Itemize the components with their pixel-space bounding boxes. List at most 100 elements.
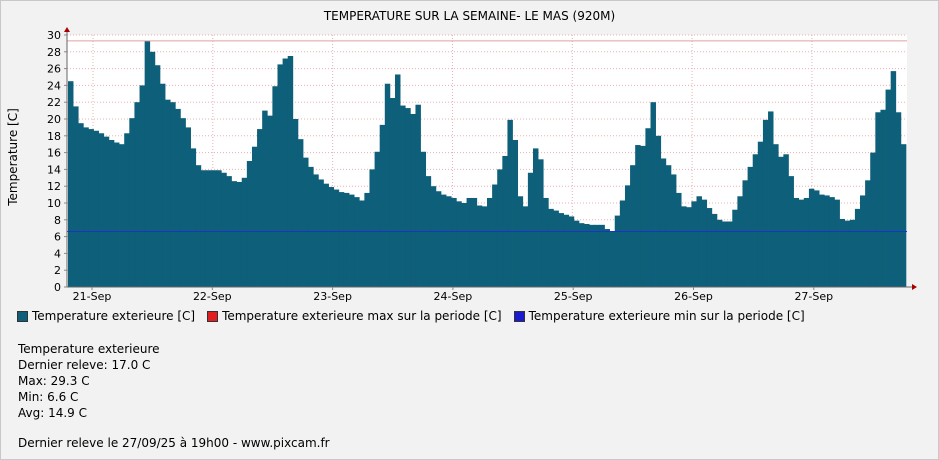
temperature-bar	[860, 195, 866, 287]
temperature-bar	[819, 194, 825, 287]
y-tick-label: 18	[47, 130, 61, 143]
temperature-bar	[221, 172, 227, 287]
temperature-bar	[251, 146, 258, 287]
temperature-bar	[727, 221, 733, 287]
temperature-bar	[798, 199, 805, 287]
temperature-bar	[502, 155, 508, 287]
temperature-bar	[497, 169, 503, 287]
temperature-bar	[803, 197, 810, 287]
temperature-bar	[241, 177, 248, 287]
temperature-bar	[517, 196, 524, 287]
temperature-bar	[113, 142, 120, 287]
y-tick-label: 16	[47, 147, 61, 160]
temperature-bar	[752, 154, 759, 287]
x-axis-arrow	[912, 284, 917, 290]
temperature-bar	[701, 199, 708, 287]
temperature-bar	[384, 83, 391, 287]
stats-heading: Temperature exterieure	[18, 342, 160, 356]
temperature-bar	[722, 221, 728, 287]
temperature-bar	[98, 133, 105, 287]
y-tick-label: 4	[54, 247, 61, 260]
y-tick-label: 26	[47, 63, 61, 76]
temperature-bar	[190, 148, 197, 287]
temperature-bar	[328, 187, 335, 287]
temperature-bar	[522, 206, 529, 287]
stats-min: Min: 6.6 C	[18, 390, 79, 404]
temperature-bar	[83, 127, 89, 288]
temperature-bar	[119, 144, 125, 287]
temperature-bar	[318, 179, 324, 287]
temperature-bar	[369, 169, 375, 287]
temperature-bar	[732, 209, 738, 287]
temperature-bar	[839, 218, 846, 287]
stats-last: Dernier releve: 17.0 C	[18, 358, 151, 372]
y-tick-label: 10	[47, 197, 61, 210]
temperature-bar	[277, 64, 283, 288]
temperature-bar	[338, 192, 345, 287]
temperature-bar	[507, 119, 513, 287]
temperature-bar	[665, 165, 672, 287]
y-tick-label: 20	[47, 113, 61, 126]
temperature-bar	[553, 210, 559, 287]
y-tick-label: 30	[47, 29, 61, 42]
temperature-bar	[492, 184, 498, 287]
temperature-bar	[343, 192, 350, 287]
temperature-bar	[451, 197, 457, 287]
temperature-bar	[323, 183, 329, 287]
temperature-bar	[134, 102, 140, 287]
temperature-bar	[303, 157, 309, 287]
temperature-bar	[645, 128, 651, 287]
x-tick-label: 27-Sep	[794, 290, 833, 303]
y-tick-label: 14	[47, 163, 61, 176]
temperature-bar	[686, 207, 692, 287]
temperature-bar	[405, 108, 411, 287]
stats-panel: Temperature exterieure Dernier releve: 1…	[18, 341, 160, 421]
temperature-bar	[205, 170, 212, 287]
temperature-bar	[563, 214, 570, 287]
legend-label-temperature: Temperature exterieure [C]	[32, 309, 196, 323]
temperature-bar	[78, 123, 84, 287]
temperature-bar	[481, 206, 488, 287]
temperature-bar	[124, 133, 130, 287]
legend-swatch-max	[207, 310, 219, 322]
temperature-bar	[573, 220, 580, 287]
chart-title: TEMPERATURE SUR LA SEMAINE- LE MAS (920M…	[323, 9, 616, 23]
legend-item-max: Temperature exterieure max sur la period…	[207, 309, 502, 323]
temperature-bar	[149, 51, 156, 287]
temperature-bar	[420, 151, 427, 287]
temperature-bar	[589, 224, 595, 287]
temperature-bar	[900, 144, 907, 287]
temperature-bar	[808, 188, 815, 287]
temperature-bar	[604, 229, 610, 287]
temperature-bar	[681, 206, 687, 287]
temperature-bar	[875, 112, 881, 287]
temperature-bar	[640, 145, 646, 287]
temperature-bar	[778, 156, 784, 287]
temperature-bar	[441, 194, 447, 287]
temperature-bar	[103, 136, 110, 287]
temperature-bar	[200, 170, 207, 287]
legend-label-min: Temperature exterieure min sur la period…	[528, 309, 805, 323]
temperature-bar	[262, 110, 268, 287]
temperature-bar	[364, 192, 370, 287]
temperature-bar	[154, 65, 161, 288]
temperature-bar	[660, 158, 667, 287]
legend-item-temperature: Temperature exterieure [C]	[17, 309, 195, 323]
temperature-bar	[527, 172, 534, 287]
temperature-bar	[292, 119, 299, 287]
temperature-bar	[359, 200, 365, 287]
legend-label-max: Temperature exterieure max sur la period…	[222, 309, 502, 323]
temperature-bar	[185, 127, 191, 288]
temperature-bar	[236, 182, 243, 287]
temperature-bar	[487, 197, 493, 287]
temperature-bar	[389, 98, 396, 287]
temperature-bar	[793, 197, 800, 287]
temperature-bar	[175, 108, 181, 287]
temperature-bar	[630, 165, 636, 287]
temperature-bar	[93, 130, 100, 287]
x-tick-label: 26-Sep	[674, 290, 713, 303]
temperature-bar	[650, 102, 656, 287]
temperature-bar	[711, 213, 718, 287]
temperature-bar	[885, 89, 892, 287]
